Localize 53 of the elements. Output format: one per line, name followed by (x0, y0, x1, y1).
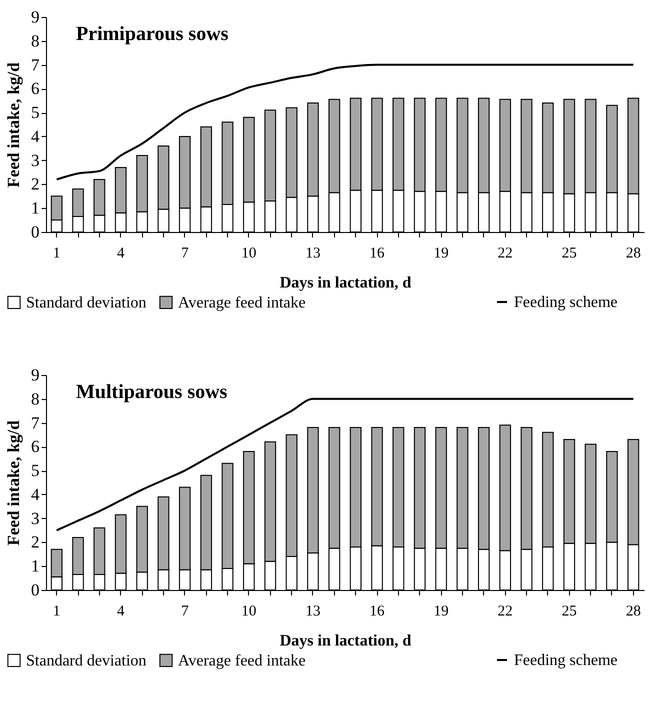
y-tick-label: 2 (31, 532, 40, 552)
y-axis-title: Feed intake, kg/d (4, 62, 23, 188)
y-tick-label: 6 (31, 79, 40, 98)
x-tick-label: 4 (117, 604, 125, 620)
x-tick-label: 13 (305, 246, 320, 262)
x-tick-label: 16 (370, 604, 386, 620)
legend-label: Standard deviation (26, 652, 146, 670)
y-tick-label: 5 (31, 103, 40, 122)
y-tick-label: 1 (31, 198, 40, 218)
x-tick-label: 10 (241, 246, 256, 262)
y-tick-label: 8 (31, 31, 40, 50)
x-tick-label: 13 (305, 604, 320, 620)
legend-label: Average feed intake (178, 652, 306, 670)
chart-title: Primiparous sows (76, 23, 229, 45)
y-tick-label: 3 (31, 508, 40, 528)
x-tick-label: 28 (626, 246, 641, 262)
x-tick-label: 19 (434, 604, 449, 620)
line-series (56, 64, 634, 180)
y-tick-label: 7 (31, 413, 40, 432)
x-tick-label: 4 (117, 246, 125, 262)
legend-label: Feeding scheme (514, 294, 618, 311)
x-tick-label: 10 (241, 604, 256, 620)
y-tick-label: 4 (31, 484, 40, 504)
x-tick-label: 1 (52, 246, 60, 262)
x-tick-label: 19 (434, 246, 449, 262)
y-tick-label: 7 (31, 55, 40, 74)
legend-label: Average feed intake (178, 294, 306, 312)
y-tick-label: 3 (31, 150, 40, 170)
y-tick-label: 0 (31, 580, 40, 600)
x-tick-label: 1 (52, 604, 60, 620)
x-tick-label: 25 (562, 604, 577, 620)
x-tick-label: 25 (562, 246, 577, 262)
y-tick-label: 2 (31, 174, 40, 194)
x-tick-label: 7 (181, 246, 190, 262)
y-tick-label: 8 (31, 389, 40, 408)
y-tick-label: 1 (31, 556, 40, 576)
x-axis-title: Days in lactation, d (280, 274, 412, 292)
y-tick-label: 0 (31, 222, 40, 242)
x-tick-label: 7 (181, 604, 190, 620)
x-tick-label: 22 (498, 246, 513, 262)
y-tick-label: 9 (31, 366, 40, 384)
y-tick-label: 5 (31, 461, 40, 480)
x-tick-label: 28 (626, 604, 641, 620)
chart-title: Multiparous sows (76, 381, 228, 403)
y-tick-label: 6 (31, 437, 40, 456)
y-tick-label: 9 (31, 8, 40, 26)
x-axis-title: Days in lactation, d (280, 632, 412, 650)
x-tick-label: 22 (498, 604, 513, 620)
y-axis-title: Feed intake, kg/d (4, 420, 23, 546)
y-tick-label: 4 (31, 126, 40, 146)
x-tick-label: 16 (370, 246, 386, 262)
legend-label: Standard deviation (26, 294, 146, 312)
legend-label: Feeding scheme (514, 652, 618, 669)
